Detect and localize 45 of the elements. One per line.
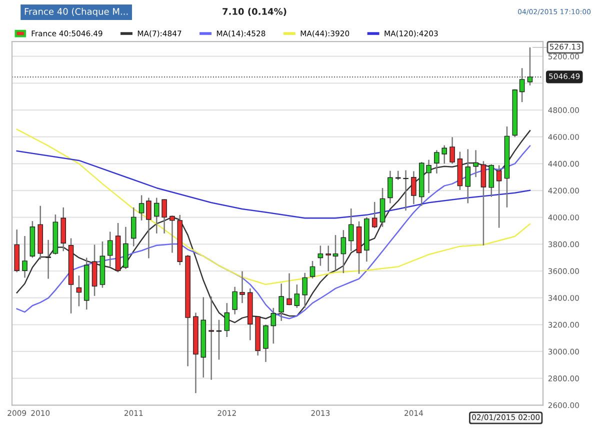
candlestick (442, 144, 448, 164)
candlestick (340, 229, 346, 274)
line-series (16, 150, 531, 219)
candlestick (46, 239, 51, 280)
candlestick (310, 260, 316, 280)
candlestick (224, 302, 230, 338)
candlestick (302, 272, 308, 309)
candlestick (107, 231, 113, 268)
candlestick (154, 197, 160, 234)
candlestick (388, 170, 393, 204)
candlestick (326, 245, 331, 272)
candlestick (380, 187, 386, 228)
candlestick (465, 148, 471, 204)
candlestick (372, 201, 378, 229)
candlestick (170, 214, 175, 254)
candlestick (146, 197, 152, 259)
candlestick (527, 46, 533, 86)
candlestick (162, 198, 167, 234)
candlestick (496, 164, 502, 228)
candlestick (270, 307, 276, 344)
candlestick (232, 286, 238, 315)
candlestick (123, 226, 128, 270)
candlestick (450, 136, 455, 164)
candlestick (138, 194, 144, 222)
chart-subtitle: 7.10 (0.14%) (222, 8, 286, 16)
candlestick (411, 170, 416, 205)
candlestick (473, 150, 478, 178)
candlestick (22, 235, 28, 278)
candlestick (318, 245, 324, 266)
candlestick (332, 234, 338, 272)
candlestick (208, 296, 214, 380)
candlestick (434, 150, 440, 174)
candlestick (519, 68, 525, 103)
candlestick (294, 284, 300, 309)
candlestick (130, 206, 136, 247)
candlestick (286, 272, 292, 306)
candlestick (488, 164, 494, 198)
candlestick (348, 208, 354, 252)
candlestick (263, 324, 268, 363)
chart-title: France 40 (Chaque M... (24, 8, 128, 17)
candlestick (403, 170, 408, 212)
candlestick (480, 160, 486, 246)
candlestick (278, 282, 284, 322)
candlestick (76, 274, 82, 307)
candlestick (240, 270, 245, 304)
